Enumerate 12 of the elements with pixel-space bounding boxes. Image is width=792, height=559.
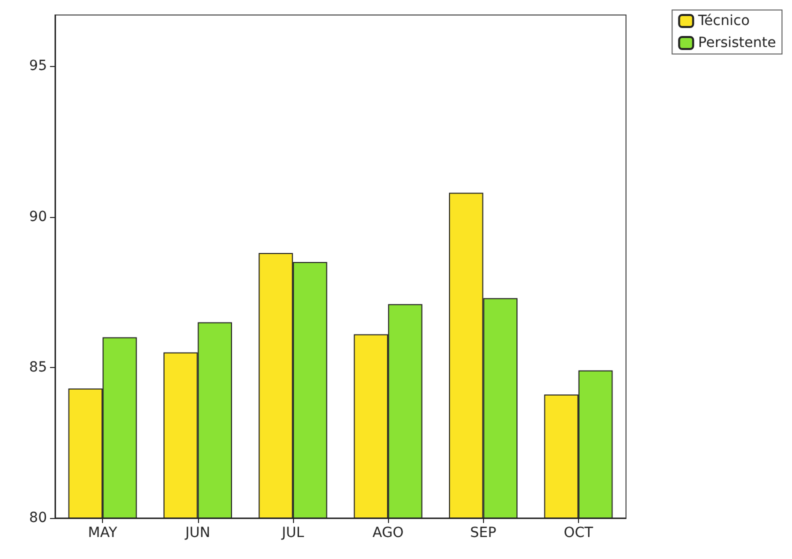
x-tick-label: MAY (88, 525, 118, 541)
y-tick-label: 85 (29, 359, 47, 376)
x-tick-label: AGO (372, 525, 404, 541)
x-tick-label: OCT (564, 525, 594, 541)
x-tick-label: SEP (470, 525, 496, 541)
legend-label: Técnico (697, 13, 750, 29)
x-tick-label: JUL (280, 525, 304, 541)
y-tick-label: 90 (29, 208, 47, 225)
x-tick-label: JUN (184, 525, 210, 541)
y-tick-label: 95 (29, 58, 47, 74)
y-tick-label: 80 (29, 510, 47, 526)
legend-label: Persistente (698, 35, 776, 51)
